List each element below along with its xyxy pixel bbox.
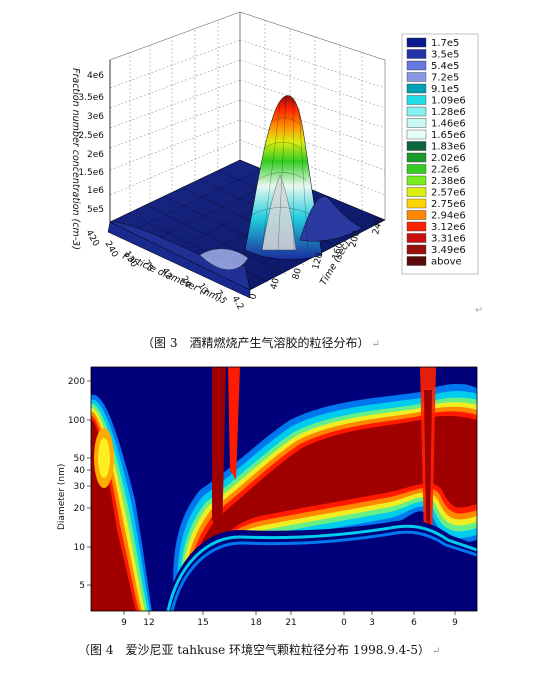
legend-label: 1.09e6 <box>431 96 466 107</box>
particle-tick: 13 <box>195 282 209 297</box>
y-tick: 20 <box>74 504 86 514</box>
legend-swatch <box>406 60 427 71</box>
z-tick: 5e5 <box>87 205 104 215</box>
legend-swatch <box>406 152 427 163</box>
legend-label: 2.57e6 <box>431 188 466 199</box>
particle-tick: 4.2 <box>229 295 245 312</box>
y-tick: 5 <box>79 581 85 591</box>
x-tick: 9 <box>452 618 458 628</box>
legend-label: 5.4e5 <box>431 61 459 72</box>
legend-label: 2.2e6 <box>431 165 459 176</box>
legend-swatch <box>406 106 427 117</box>
legend-label: 1.65e6 <box>431 130 466 141</box>
paragraph-mark-icon: ↵ <box>371 339 380 350</box>
y-tick: 100 <box>68 416 85 426</box>
legend-swatch <box>406 187 427 197</box>
contour-field <box>91 367 477 611</box>
time-tick: 0 <box>248 292 259 300</box>
legend-swatch <box>406 72 427 82</box>
x-tick: 21 <box>285 618 296 628</box>
legend-swatch <box>406 164 427 174</box>
legend-label: 2.75e6 <box>431 199 466 210</box>
legend-label: 1.46e6 <box>431 119 466 130</box>
x-tick: 6 <box>411 618 417 628</box>
legend-label: 2.02e6 <box>431 153 466 164</box>
legend-label: 3.31e6 <box>431 234 466 245</box>
legend-label: above <box>431 257 462 268</box>
figure-3-caption: （图 3 酒精燃烧产生气溶胶的粒径分布） ↵ <box>142 334 380 351</box>
legend-swatch <box>406 37 427 48</box>
legend-swatch <box>406 49 427 59</box>
surface-peak <box>109 95 363 291</box>
z-tick: 1e6 <box>87 186 104 196</box>
legend-label: 3.12e6 <box>431 222 466 233</box>
z-tick: 1.5e6 <box>78 168 104 178</box>
y-tick: 50 <box>74 454 86 464</box>
x-tick: 9 <box>121 618 127 628</box>
legend-label: 2.38e6 <box>431 176 466 187</box>
legend-frame <box>401 33 479 275</box>
x-tick: 18 <box>250 618 262 628</box>
time-tick: 160 <box>331 241 345 260</box>
figure-4-caption-text: （图 4 爱沙尼亚 tahkuse 环境空气颗粒粒径分布 1998.9.4-5） <box>78 643 430 657</box>
y-tick: 200 <box>68 377 85 387</box>
x-tick: 3 <box>369 618 375 628</box>
legend-label: 1.28e6 <box>431 107 466 118</box>
legend-swatch <box>406 233 427 243</box>
y-tick: 40 <box>74 466 86 476</box>
legend-swatch <box>406 95 427 105</box>
y-tick-labels: 200 100 50 40 30 20 10 5 Diameter (nm) <box>57 377 85 591</box>
back-wall-grid <box>109 11 386 223</box>
legend-label: 3.5e5 <box>431 50 459 61</box>
figure-3-surface-plot: 5e5 1e6 1.5e6 2e6 2.5e6 3e6 3.5e6 4e6 Fr… <box>70 11 479 312</box>
z-tick: 4e6 <box>87 71 104 81</box>
legend-swatch <box>406 129 427 140</box>
x-tick: 15 <box>197 618 208 628</box>
legend-swatch <box>406 83 427 94</box>
legend-swatch <box>406 256 427 266</box>
legend-swatch <box>406 210 427 220</box>
legend-label: 7.2e5 <box>431 73 459 84</box>
figure-4-caption: （图 4 爱沙尼亚 tahkuse 环境空气颗粒粒径分布 1998.9.4-5）… <box>78 641 440 658</box>
color-legend: 1.7e53.5e55.4e57.2e59.1e51.09e61.28e61.4… <box>401 33 479 275</box>
time-tick: 80 <box>291 267 304 281</box>
y-axis <box>87 380 91 586</box>
time-tick: 200 <box>348 229 362 248</box>
z-tick: 2.5e6 <box>78 131 104 141</box>
figure-3-caption-text: （图 3 酒精燃烧产生气溶胶的粒径分布） <box>142 336 370 350</box>
legend-label: 3.49e6 <box>431 245 466 256</box>
legend-swatch <box>406 198 427 209</box>
paragraph-mark-icon: ↵ <box>475 305 484 316</box>
z-tick: 2e6 <box>87 150 104 160</box>
time-tick: 120 <box>311 251 325 270</box>
z-tick: 3e6 <box>87 112 104 122</box>
particle-tick: 75 <box>140 259 154 274</box>
legend-label: 2.94e6 <box>431 211 466 222</box>
legend-swatch <box>406 141 427 151</box>
particle-tick: 42 <box>159 267 173 282</box>
legend-swatch <box>406 221 427 232</box>
time-tick: 40 <box>269 277 282 291</box>
y-tick: 30 <box>74 482 86 492</box>
legend-swatch <box>406 175 427 186</box>
x-tick: 0 <box>341 618 347 628</box>
z-axis-title: Fraction number concentration (cm-3) <box>70 68 81 250</box>
x-axis <box>123 611 456 615</box>
time-tick: 240 <box>371 216 385 235</box>
legend-label: 1.7e5 <box>431 38 459 49</box>
legend-label: 9.1e5 <box>431 84 459 95</box>
z-axis: 5e5 1e6 1.5e6 2e6 2.5e6 3e6 3.5e6 4e6 Fr… <box>70 60 111 250</box>
legend-swatch <box>406 244 427 255</box>
z-tick: 3.5e6 <box>78 93 104 103</box>
legend-swatch <box>406 118 427 128</box>
paragraph-mark-icon: ↵ <box>432 646 441 657</box>
x-tick: 12 <box>143 618 154 628</box>
y-tick: 10 <box>74 543 86 553</box>
particle-tick: 240 <box>102 240 119 260</box>
particle-tick: 420 <box>83 229 100 249</box>
x-tick-labels: 9 12 15 18 21 0 3 6 9 <box>121 618 458 628</box>
y-axis-title: Diameter (nm) <box>57 464 67 530</box>
legend-label: 1.83e6 <box>431 142 466 153</box>
